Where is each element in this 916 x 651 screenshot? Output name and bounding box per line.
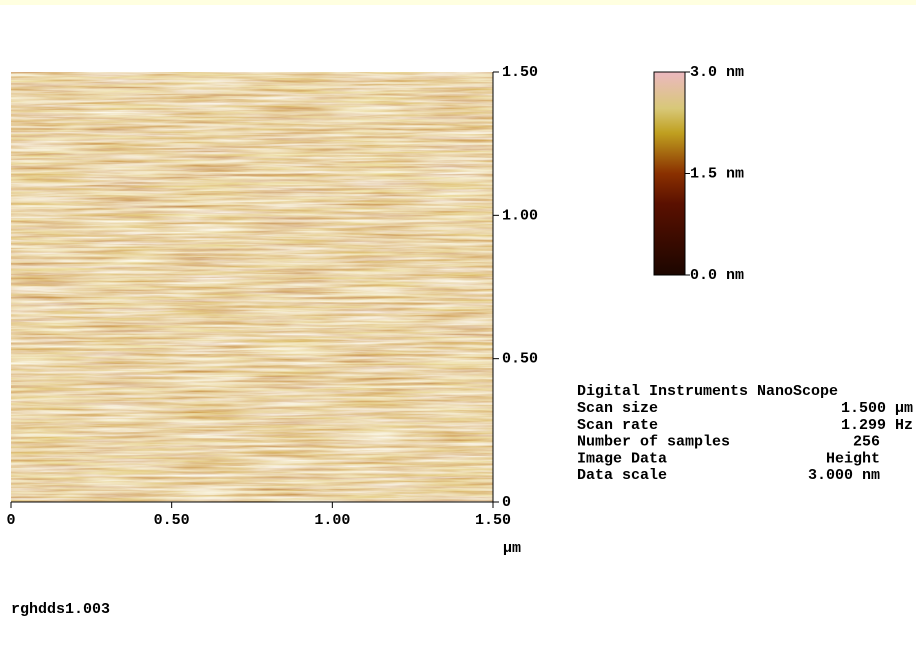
afm-image: [11, 72, 493, 502]
x-tick-label: 1.00: [314, 512, 350, 529]
info-label: Image Data: [577, 450, 667, 467]
info-value: 1.500 µm: [841, 400, 913, 417]
info-label: Scan rate: [577, 417, 658, 434]
info-label: Data scale: [577, 467, 667, 484]
color-label: 3.0 nm: [690, 64, 744, 81]
x-unit: µm: [503, 540, 521, 557]
color-label: 0.0 nm: [690, 267, 744, 284]
y-tick-label: 0.50: [502, 351, 538, 368]
x-tick-label: 0.50: [154, 512, 190, 529]
info-value: Height: [826, 450, 880, 467]
y-tick-label: 1.00: [502, 207, 538, 224]
info-value: 1.299 Hz: [841, 417, 913, 434]
y-tick-label: 1.50: [502, 64, 538, 81]
color-bar: [654, 72, 685, 275]
y-tick-label: 0: [502, 494, 511, 511]
info-title: Digital Instruments NanoScope: [577, 383, 838, 400]
filename: rghdds1.003: [11, 601, 110, 618]
info-label: Number of samples: [577, 434, 730, 451]
info-value: 3.000 nm: [808, 467, 880, 484]
screen: 1.50 1.00 0.50 0 0 0.50 1.00 1.50 µm 3.0 nm 1.5 …: [0, 0, 916, 646]
color-label: 1.5 nm: [690, 165, 744, 182]
top-strip: [0, 0, 916, 5]
info-label: Scan size: [577, 400, 658, 417]
x-tick-label: 0: [6, 512, 15, 529]
info-value: 256: [853, 434, 880, 451]
x-tick-label: 1.50: [475, 512, 511, 529]
